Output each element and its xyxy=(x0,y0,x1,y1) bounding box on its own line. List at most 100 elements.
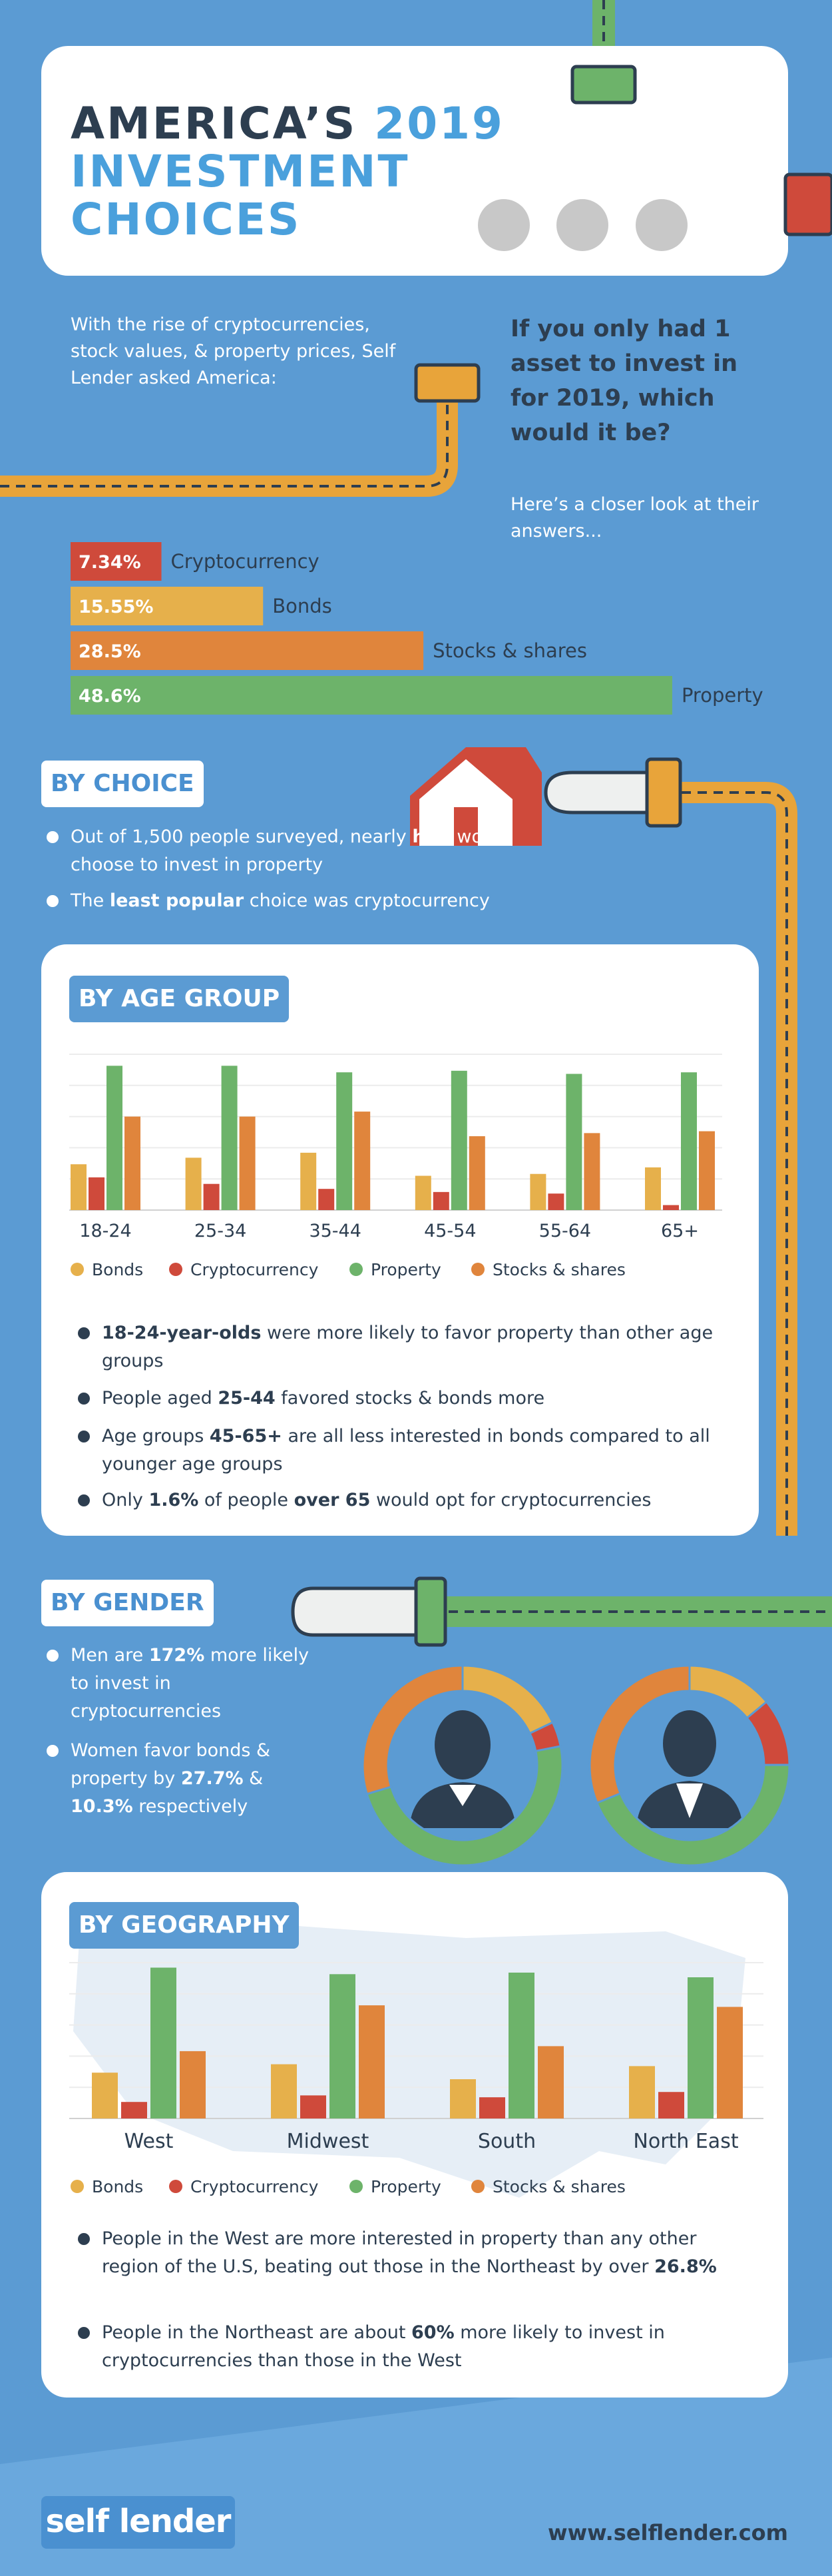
bullet-dot xyxy=(78,2327,90,2339)
bar xyxy=(318,1189,335,1210)
section-heading: BY CHOICE xyxy=(41,761,204,807)
bar xyxy=(548,1193,564,1210)
dot xyxy=(636,199,688,251)
bullet: Out of 1,500 people surveyed, nearly hal… xyxy=(47,823,576,879)
category-label: Bonds xyxy=(272,595,332,617)
title-text: INVESTMENT xyxy=(71,146,410,197)
bold-text: least popular xyxy=(109,890,244,911)
donut-segment xyxy=(365,1745,564,1867)
x-tick-label: 45-54 xyxy=(424,1221,476,1241)
bar xyxy=(681,1072,697,1210)
bar xyxy=(124,1116,140,1210)
value-label: 28.5% xyxy=(79,641,141,662)
text: of people xyxy=(198,1490,294,1510)
section-heading: BY GEOGRAPHY xyxy=(69,1902,299,1949)
legend-swatch xyxy=(71,1263,84,1276)
intro: With the rise of cryptocurrencies, stock… xyxy=(71,314,396,388)
bullet-dot xyxy=(78,1431,90,1443)
legend-swatch xyxy=(471,1263,485,1276)
text: Women favor bonds & property by xyxy=(71,1740,271,1789)
value-label: 7.34% xyxy=(79,552,141,573)
legend-label: Cryptocurrency xyxy=(190,1260,319,1279)
donut-segment xyxy=(588,1664,691,1805)
bullet-dot xyxy=(78,1494,90,1506)
x-tick-label: 35-44 xyxy=(309,1221,361,1241)
title-text: CHOICES xyxy=(71,194,302,245)
text: respectively xyxy=(132,1796,248,1817)
dot xyxy=(556,199,608,251)
bold-text: over 65 xyxy=(294,1490,371,1510)
bullet-dot xyxy=(78,1393,90,1405)
bullet-dot xyxy=(47,1745,59,1757)
bullet: 18-24-year-olds were more likely to favo… xyxy=(78,1319,721,1375)
house-door xyxy=(454,807,478,846)
bar xyxy=(300,2095,326,2118)
woman-icon xyxy=(409,1710,516,1828)
x-tick-label: 25-34 xyxy=(194,1221,246,1241)
bold-text: 60% xyxy=(411,2322,455,2343)
donut-segment xyxy=(361,1664,464,1795)
bold-text: 27.7% xyxy=(180,1768,244,1789)
bar xyxy=(663,1205,679,1210)
legend-swatch xyxy=(169,1263,182,1276)
category-label: Cryptocurrency xyxy=(171,550,319,573)
bar xyxy=(71,676,672,715)
x-tick-label: Midwest xyxy=(287,2130,369,2153)
text: Out of 1,500 people surveyed, nearly xyxy=(71,826,413,847)
hand xyxy=(291,1586,418,1637)
bar xyxy=(150,1967,176,2118)
bar xyxy=(336,1072,353,1210)
cuff xyxy=(414,1576,447,1647)
bold-text: 25-44 xyxy=(218,1388,276,1409)
bullet-dot xyxy=(47,831,59,843)
hand xyxy=(544,771,649,814)
bar xyxy=(584,1133,600,1210)
man-icon xyxy=(636,1710,743,1828)
bar xyxy=(451,1070,467,1210)
bar xyxy=(688,1977,714,2118)
bar xyxy=(71,1164,87,1210)
value-label: 48.6% xyxy=(79,686,141,707)
text: Only xyxy=(102,1490,149,1510)
section-heading: BY GENDER xyxy=(41,1580,214,1626)
bar xyxy=(415,1175,431,1210)
bullet: The least popular choice was cryptocurre… xyxy=(47,887,576,915)
bar xyxy=(509,1972,534,2118)
bullet: People in the West are more interested i… xyxy=(78,2225,757,2281)
legend-label: Stocks & shares xyxy=(493,1260,626,1279)
bar xyxy=(203,1183,220,1210)
bold-text: 172% xyxy=(148,1645,205,1666)
text: Age groups xyxy=(102,1426,210,1447)
bar xyxy=(329,1974,355,2118)
x-tick-label: West xyxy=(124,2130,174,2153)
bold-text: 1.6% xyxy=(148,1490,199,1510)
legend-label: Bonds xyxy=(92,1260,143,1279)
bullet-dot xyxy=(78,2233,90,2245)
bar xyxy=(469,1136,485,1210)
bar xyxy=(271,2064,297,2118)
text: were more likely to favor property than … xyxy=(102,1323,714,1371)
house xyxy=(419,759,513,846)
bar xyxy=(530,1173,546,1210)
bullet: Men are 172% more likely to invest in cr… xyxy=(47,1642,323,1726)
bar xyxy=(71,542,162,581)
legend-swatch xyxy=(71,2180,84,2193)
bar xyxy=(479,2097,505,2118)
cuff xyxy=(414,363,481,403)
text: People aged xyxy=(102,1388,218,1409)
pipe-dash xyxy=(666,791,788,1536)
title-year: 2019 xyxy=(374,98,505,149)
text: The xyxy=(71,890,110,911)
legend-label: Stocks & shares xyxy=(493,2177,626,2196)
value-label: 15.55% xyxy=(79,597,153,617)
bar xyxy=(106,1066,122,1210)
bold-text: 26.8% xyxy=(654,2256,717,2277)
bullet-dot xyxy=(78,1327,90,1339)
bullet: Women favor bonds & property by 27.7% & … xyxy=(47,1737,323,1821)
bar xyxy=(89,1177,104,1210)
bar xyxy=(354,1112,371,1210)
legend-label: Bonds xyxy=(92,2177,143,2196)
bar xyxy=(239,1116,256,1210)
